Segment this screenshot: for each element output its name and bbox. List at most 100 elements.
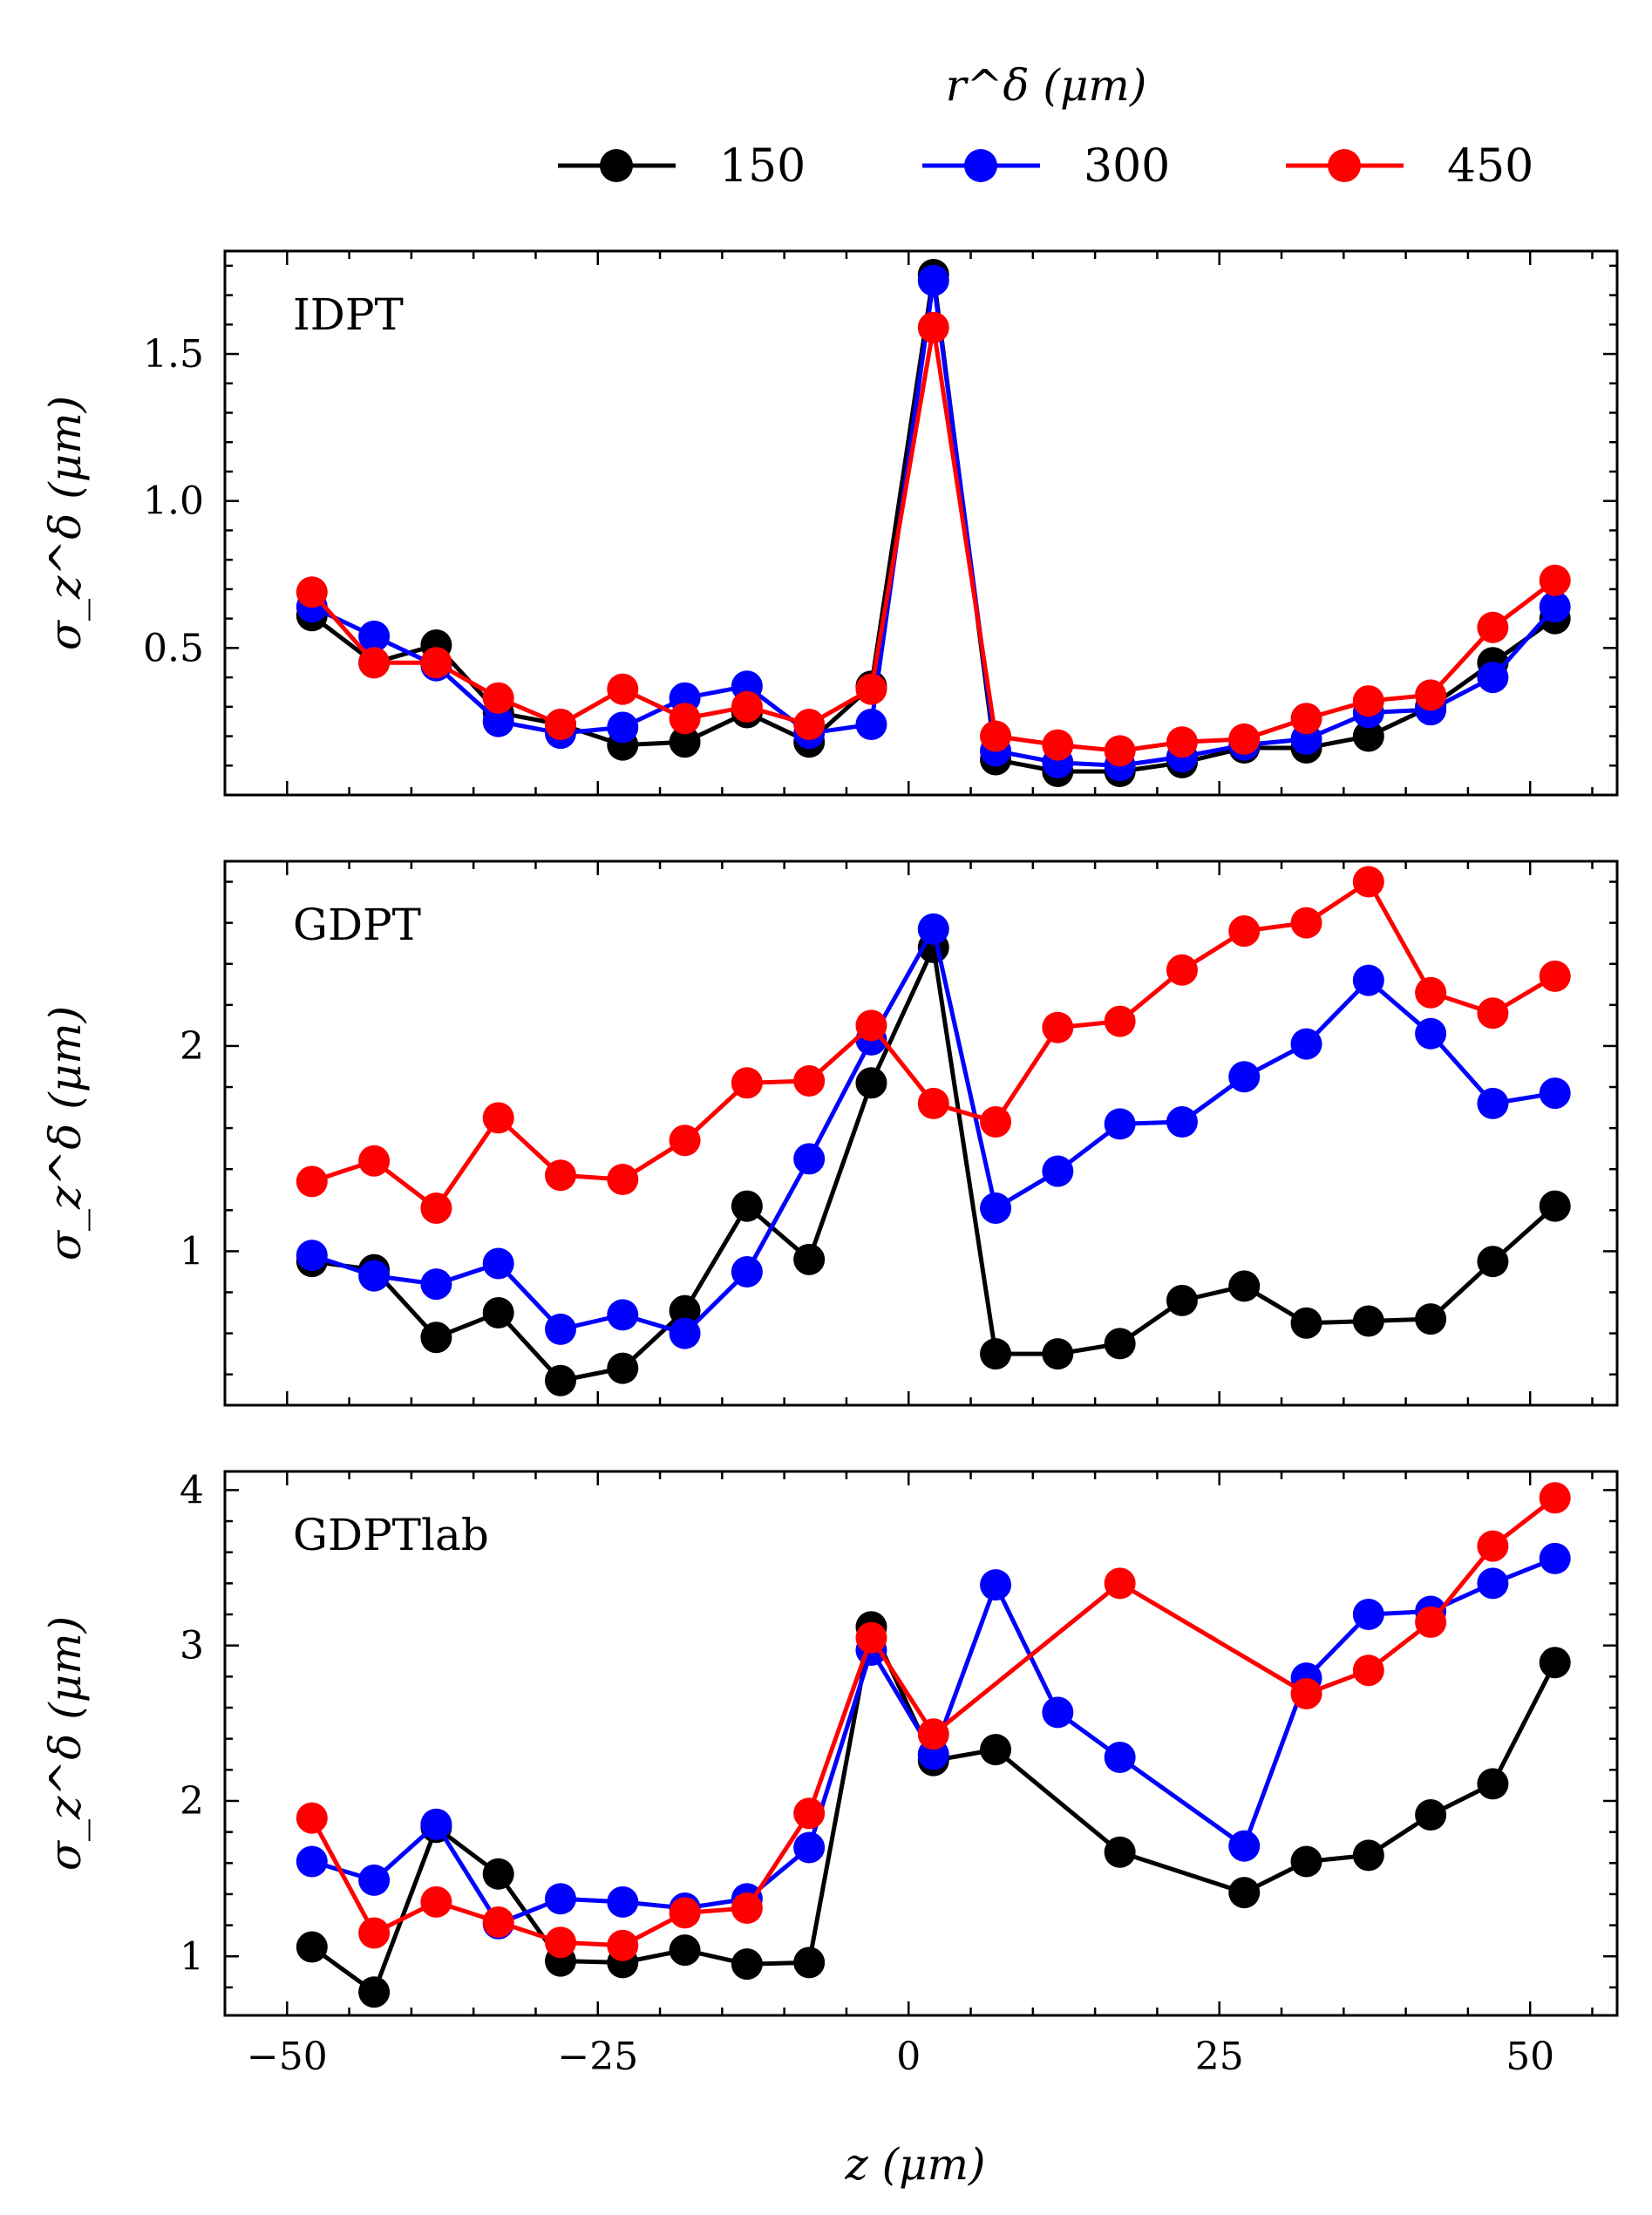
data-point — [296, 1845, 328, 1878]
panel-idpt: 0.5 1.0 1.5 σ_z^δ (μm) IDPT — [40, 249, 1619, 797]
data-point — [1539, 1542, 1571, 1574]
data-point — [855, 673, 887, 705]
plot-frame — [223, 249, 1619, 797]
panel-gdpt: 1 2 σ_z^δ (μm) GDPT — [40, 860, 1619, 1407]
data-point — [731, 1067, 763, 1099]
data-point — [1228, 915, 1261, 948]
data-point — [980, 1338, 1012, 1370]
data-point — [1228, 1830, 1261, 1862]
data-point — [607, 1929, 639, 1961]
data-point — [358, 1917, 391, 1949]
series-450 — [296, 311, 1571, 767]
panel-label: GDPT — [293, 900, 421, 950]
x-axis-label: z (μm) — [844, 2139, 985, 2190]
legend: r^δ (μm) 150 300 450 — [558, 60, 1533, 193]
y-tick-label: 0.5 — [143, 626, 204, 670]
data-point — [793, 1064, 826, 1097]
data-point — [855, 1621, 887, 1654]
data-point — [1104, 1567, 1136, 1600]
data-point — [1477, 1567, 1509, 1600]
data-point — [1228, 1877, 1261, 1909]
data-point — [482, 705, 514, 737]
data-point — [1415, 1606, 1447, 1638]
data-point — [1104, 1005, 1136, 1037]
legend-entries: 150 300 450 — [558, 140, 1533, 193]
data-point — [1477, 662, 1509, 694]
panels: 0.5 1.0 1.5 σ_z^δ (μm) IDPT 1 2 σ_z^δ (μm) GDPT −… — [40, 249, 1619, 2079]
series-150 — [296, 931, 1571, 1396]
data-point — [917, 1718, 949, 1750]
series-450 — [296, 1482, 1571, 1961]
data-point — [793, 1243, 826, 1275]
data-point — [1477, 1530, 1509, 1562]
data-point — [1352, 964, 1384, 996]
data-point — [1042, 729, 1074, 761]
data-point — [917, 913, 949, 945]
data-point — [1290, 1028, 1322, 1060]
data-point — [544, 1883, 576, 1915]
data-point — [358, 1864, 391, 1896]
y-tick-label: 1.5 — [143, 332, 204, 377]
y-tick-label: 1 — [180, 1229, 204, 1274]
y-axis-label: σ_z^δ (μm) — [40, 396, 91, 650]
data-point — [420, 1808, 452, 1840]
data-point — [1477, 1087, 1509, 1119]
data-point — [1352, 1839, 1384, 1872]
panel-label: IDPT — [293, 289, 404, 340]
data-point — [1290, 1307, 1322, 1339]
data-point — [980, 720, 1012, 752]
data-point — [1352, 1599, 1384, 1631]
data-point — [669, 703, 701, 735]
data-point — [855, 1009, 887, 1042]
data-point — [1477, 997, 1509, 1029]
data-point — [1104, 1836, 1136, 1868]
data-point — [358, 1260, 391, 1292]
data-point — [358, 1976, 391, 2008]
data-point — [1228, 723, 1261, 755]
y-tick-label: 1.0 — [143, 479, 204, 524]
data-point — [607, 711, 639, 744]
x-tick-label: −50 — [247, 2035, 328, 2079]
data-point — [1539, 1190, 1571, 1222]
data-point — [358, 620, 391, 652]
data-point — [855, 709, 887, 741]
y-axis-label: σ_z^δ (μm) — [40, 1006, 91, 1260]
data-point — [793, 1831, 826, 1864]
data-point — [1042, 1155, 1074, 1187]
data-point — [669, 1294, 701, 1327]
x-tick-label: −25 — [557, 2035, 638, 2079]
legend-title: r^δ (μm) — [946, 60, 1147, 111]
data-point — [482, 1102, 514, 1134]
data-point — [1290, 1677, 1322, 1709]
panel-label: GDPTlab — [293, 1510, 489, 1560]
data-point — [793, 1797, 826, 1830]
data-point — [1539, 1647, 1571, 1679]
legend-marker-450 — [1328, 149, 1361, 182]
data-point — [1477, 1246, 1509, 1278]
data-point — [1104, 1328, 1136, 1360]
y-tick-label: 2 — [180, 1779, 204, 1824]
y-tick-label: 1 — [180, 1934, 204, 1979]
data-point — [607, 1163, 639, 1195]
data-point — [358, 647, 391, 679]
data-point — [1539, 564, 1571, 596]
data-point — [1352, 685, 1384, 717]
y-tick-label: 4 — [180, 1468, 204, 1512]
y-axis-label: σ_z^δ (μm) — [40, 1616, 91, 1871]
data-point — [296, 1240, 328, 1272]
data-point — [482, 682, 514, 714]
data-point — [544, 1159, 576, 1192]
plot-frame — [223, 860, 1619, 1407]
series-450 — [296, 866, 1571, 1224]
data-point — [482, 1858, 514, 1890]
data-point — [296, 1165, 328, 1198]
data-point — [1290, 1845, 1322, 1878]
data-point — [669, 1897, 701, 1929]
data-point — [731, 1892, 763, 1924]
data-point — [1352, 720, 1384, 752]
data-point — [1104, 1108, 1136, 1140]
data-point — [1166, 954, 1198, 986]
data-point — [482, 1906, 514, 1939]
data-point — [1415, 1799, 1447, 1831]
